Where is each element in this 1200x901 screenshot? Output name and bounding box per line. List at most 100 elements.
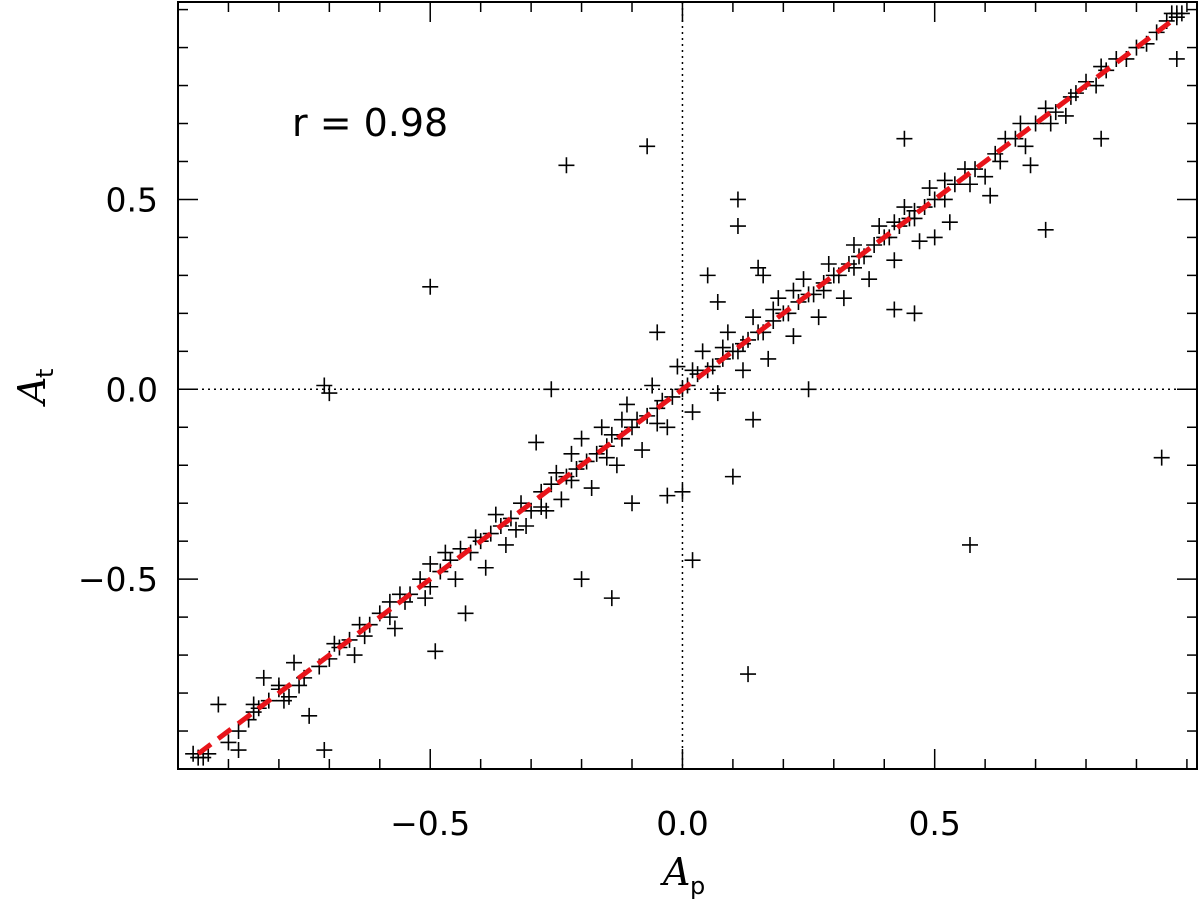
data-point: [1153, 449, 1170, 466]
data-point: [845, 237, 862, 254]
data-point: [755, 267, 772, 284]
data-point: [1088, 77, 1105, 94]
data-point: [533, 499, 550, 516]
data-point: [568, 461, 585, 478]
data-point: [729, 218, 746, 235]
data-point: [422, 555, 439, 572]
x-tick-label: 0.0: [656, 804, 708, 843]
data-point: [497, 536, 514, 553]
data-point: [543, 476, 560, 493]
data-point: [603, 590, 620, 607]
data-point: [1007, 130, 1024, 147]
data-point: [719, 324, 736, 341]
data-point: [684, 362, 701, 379]
data-point: [427, 643, 444, 660]
data-point: [982, 187, 999, 204]
data-point: [745, 309, 762, 326]
data-point: [760, 350, 777, 367]
data-point: [886, 252, 903, 269]
data-point: [598, 449, 615, 466]
correlation-annotation: r = 0.98: [292, 101, 448, 145]
data-point: [1012, 115, 1029, 132]
data-point: [704, 358, 721, 375]
data-point: [548, 464, 565, 481]
data-point: [588, 445, 605, 462]
data-point: [896, 199, 913, 216]
data-point: [1037, 221, 1054, 238]
y-tick-label: 0.0: [106, 370, 158, 409]
data-point: [664, 388, 681, 405]
data-point: [659, 419, 676, 436]
data-point: [699, 267, 716, 284]
data-point: [785, 328, 802, 345]
data-point: [1148, 24, 1165, 41]
data-point: [861, 271, 878, 288]
data-point: [487, 506, 504, 523]
data-point: [321, 385, 338, 402]
data-point: [785, 282, 802, 299]
data-point: [745, 411, 762, 428]
data-point: [810, 309, 827, 326]
data-point: [553, 491, 570, 508]
data-point: [326, 635, 343, 652]
fit-line: [196, 15, 1179, 756]
data-point: [301, 707, 318, 724]
data-point: [1168, 50, 1185, 67]
plot-frame: [177, 1, 1198, 770]
data-point: [417, 590, 434, 607]
data-point: [280, 688, 297, 705]
data-point: [1042, 115, 1059, 132]
y-axis-label-sub: t: [31, 369, 59, 378]
data-point: [1017, 138, 1034, 155]
data-point: [911, 233, 928, 250]
data-point: [1093, 130, 1110, 147]
data-point: [734, 362, 751, 379]
data-point: [477, 559, 494, 576]
data-point: [346, 647, 363, 664]
data-point: [866, 237, 883, 254]
data-point: [896, 130, 913, 147]
data-point: [639, 138, 656, 155]
data-point: [220, 734, 237, 751]
data-point: [800, 381, 817, 398]
data-points: [185, 5, 1190, 766]
data-point: [820, 255, 837, 272]
data-point: [467, 529, 484, 546]
data-point: [286, 654, 303, 671]
data-point: [714, 339, 731, 356]
data-point: [921, 180, 938, 197]
data-point: [1168, 9, 1185, 26]
data-point: [765, 301, 782, 318]
data-point: [967, 161, 984, 178]
data-point: [906, 305, 923, 322]
data-point: [573, 571, 590, 588]
data-point: [563, 445, 580, 462]
data-point: [1027, 115, 1044, 132]
data-point: [684, 552, 701, 569]
data-point: [447, 571, 464, 588]
data-point: [255, 669, 272, 686]
data-point: [709, 293, 726, 310]
axis-ticks: −0.5 0.0 0.5 −0.5 0.0 0.5: [78, 2, 1197, 843]
data-point: [669, 358, 686, 375]
data-point: [946, 176, 963, 193]
data-point: [634, 442, 651, 459]
data-point: [381, 593, 398, 610]
data-point: [437, 544, 454, 561]
data-point: [618, 396, 635, 413]
x-axis-label: A p: [660, 850, 705, 900]
reference-lines: [178, 2, 1197, 769]
data-point: [230, 742, 247, 759]
data-point: [659, 487, 676, 504]
data-point: [649, 324, 666, 341]
x-axis-label-var: A: [660, 850, 690, 894]
data-point: [724, 468, 741, 485]
data-point: [977, 168, 994, 185]
data-point: [482, 525, 499, 542]
data-point: [926, 229, 943, 246]
data-point: [457, 605, 474, 622]
data-point: [1022, 157, 1039, 174]
data-point: [992, 153, 1009, 170]
data-point: [1062, 88, 1079, 105]
